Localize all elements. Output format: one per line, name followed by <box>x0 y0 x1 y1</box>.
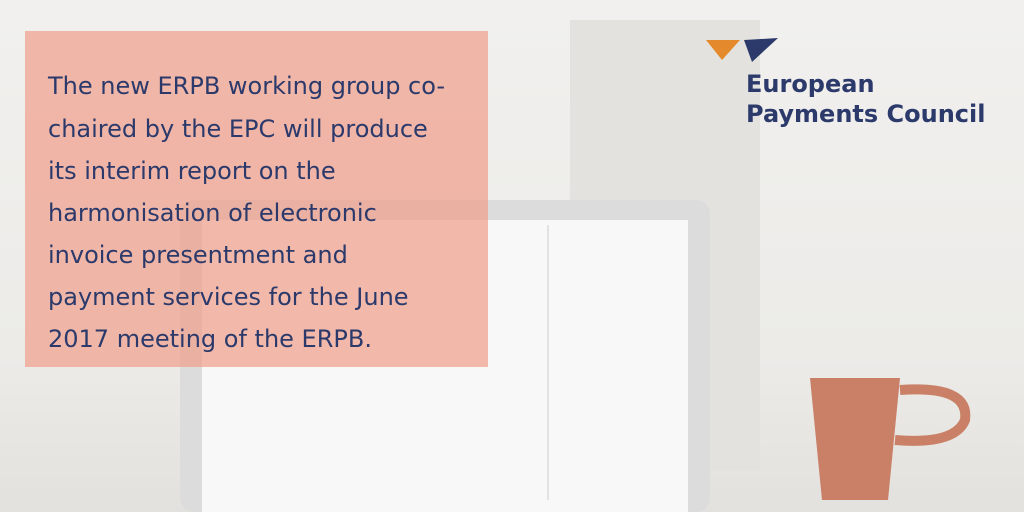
mug-handle <box>894 384 971 446</box>
message-box <box>25 31 488 367</box>
logo-text: Payments Council <box>746 100 986 128</box>
message-line: its interim report on the <box>48 157 336 185</box>
logo-mark-blue <box>744 38 778 62</box>
message-line: chaired by the EPC will produce <box>48 115 428 143</box>
mug <box>810 378 900 500</box>
message-line: harmonisation of electronic <box>48 199 377 227</box>
message-line: The new ERPB working group co- <box>48 72 446 100</box>
logo-mark-orange <box>706 40 740 60</box>
logo-text: European <box>746 70 875 98</box>
message-line: invoice presentment and <box>48 241 348 269</box>
message-line: 2017 meeting of the ERPB. <box>48 325 372 353</box>
message-line: payment services for the June <box>48 283 409 311</box>
